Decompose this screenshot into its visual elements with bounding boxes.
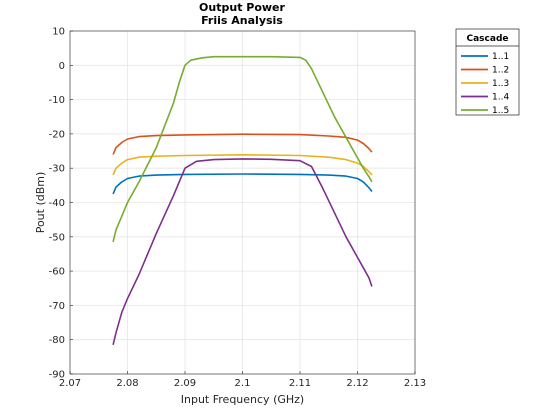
x-tick-label: 2.13 [404,378,426,389]
legend-entry-label: 1..3 [492,79,509,89]
series-line-1--4 [112,158,373,345]
x-tick-label: 2.12 [346,378,368,389]
chart-title: Output Power [199,1,285,14]
y-tick-label: 10 [52,27,65,38]
x-tick-label: 2.11 [289,378,311,389]
x-tick-label: 2.1 [235,378,251,389]
y-axis-label: Pout (dBm) [34,172,47,234]
x-tick-label: 2.09 [174,378,196,389]
x-tick-label: 2.07 [59,378,81,389]
legend-entry-label: 1..4 [492,93,509,103]
legend-entry-label: 1..5 [492,106,509,116]
legend-items: 1..1 1..2 1..3 1..4 1..5 [461,52,509,116]
legend-box [455,28,520,116]
x-axis-ticks: 2.07 2.08 2.09 2.1 2.11 2.12 2.13 [59,371,426,389]
series-line-1--5 [112,55,373,243]
y-tick-label: -20 [49,129,65,140]
y-tick-label: -90 [49,370,65,381]
x-axis-label: Input Frequency (GHz) [181,393,304,406]
series-lines [112,55,373,345]
y-tick-label: -40 [49,198,65,209]
y-tick-label: -60 [49,267,65,278]
y-tick-label: -10 [49,95,65,106]
y-tick-label: -80 [49,335,65,346]
series-line-1--2 [112,133,373,155]
chart-subtitle: Friis Analysis [201,14,283,27]
y-tick-label: -50 [49,232,65,243]
legend: Cascade 1..1 1..2 1..3 1..4 1..5 [455,28,520,116]
y-axis-ticks: 10 0 -10 -20 -30 -40 -50 -60 -70 -80 -90 [49,27,73,381]
y-tick-label: 0 [59,61,65,72]
legend-entry-label: 1..2 [492,66,509,76]
legend-title: Cascade [467,34,509,44]
y-tick-label: -70 [49,301,65,312]
x-tick-label: 2.08 [116,378,138,389]
y-tick-label: -30 [49,164,65,175]
series-line-1--1 [112,173,373,195]
legend-entry-label: 1..1 [492,52,509,62]
